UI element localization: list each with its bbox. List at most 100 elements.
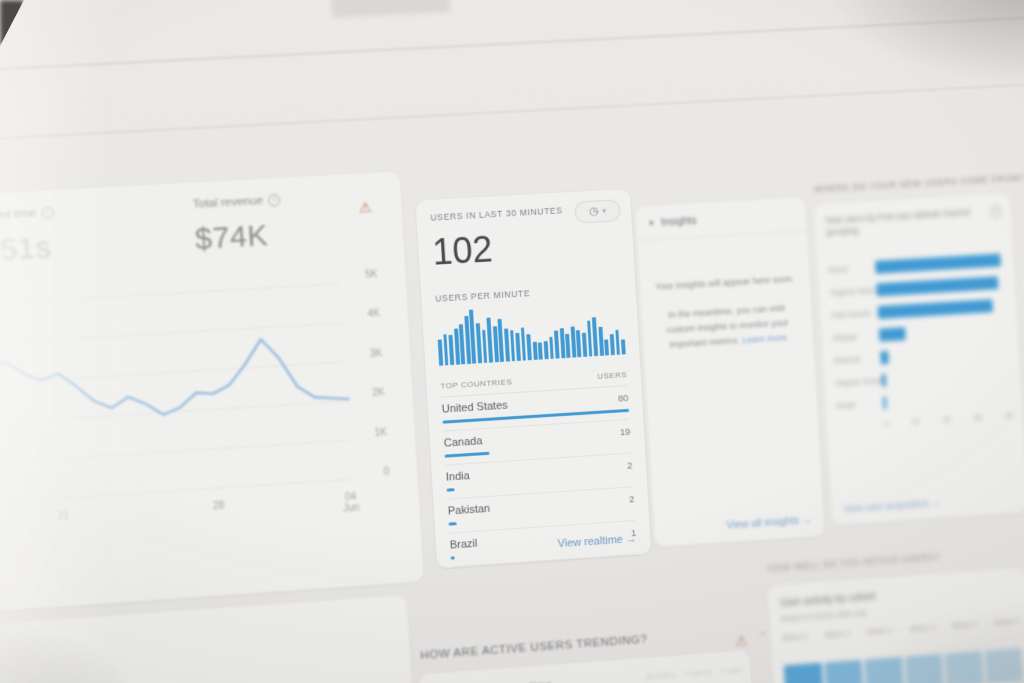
country-name: Brazil (449, 537, 478, 552)
minute-bar (532, 341, 538, 360)
country-trend-bar (446, 488, 455, 492)
device-selector[interactable]: ◷ ▾ (574, 199, 621, 224)
cohort-cell (824, 659, 864, 683)
channel-label: Referral (833, 354, 861, 366)
channel-label: Organic Social (835, 376, 883, 388)
channel-label: Organic Search (829, 285, 877, 298)
minute-bar (559, 327, 566, 359)
axis-tick-label: 3K (973, 414, 983, 423)
sparkle-icon: ✦ (647, 217, 656, 228)
view-all-insights-link[interactable]: View all insights → (726, 514, 812, 532)
realtime-card: USERS IN LAST 30 MINUTES ◷ ▾ 102 USERS P… (415, 188, 652, 569)
metric-value: 0m 51s (0, 230, 53, 270)
retention-card-title: User activity by cohort (779, 591, 876, 610)
arrow-right-icon: → (625, 532, 637, 546)
arrow-right-icon: → (931, 497, 941, 509)
minute-bar (526, 334, 532, 361)
warning-icon[interactable]: ⚠ (358, 198, 373, 216)
minute-bar (581, 333, 588, 357)
legend-item: 7 DAYS (685, 669, 713, 679)
acquisition-question: WHERE DO YOUR NEW USERS COME FROM? (814, 172, 1024, 195)
x-tick-label: 04 Jun (342, 491, 360, 515)
channel-bar-track (877, 298, 1008, 319)
minute-bar (621, 339, 626, 355)
link-label: View all insights (726, 514, 800, 532)
channel-label: Email (836, 400, 856, 411)
channel-bar (878, 327, 906, 342)
learn-more-link[interactable]: Learn more (741, 332, 788, 346)
country-name: Pakistan (447, 502, 491, 518)
cohort-row (783, 648, 1024, 683)
users-line-chart (0, 283, 353, 506)
minute-bar (548, 337, 554, 359)
view-user-acquisition-link[interactable]: View user acquisition → (843, 497, 941, 514)
search-bar-fragment[interactable] (330, 0, 451, 18)
y-tick-label: 3K (369, 347, 383, 360)
minute-bar (437, 339, 444, 366)
minute-bar (598, 326, 604, 356)
country-users: 2 (626, 460, 633, 472)
country-name: United States (441, 399, 509, 416)
users-last-30min-value: 102 (431, 228, 494, 273)
collapse-icon[interactable]: ⌃ (758, 631, 768, 643)
minute-bar (609, 334, 615, 356)
users-line-chart-svg (0, 283, 353, 506)
insights-title: Insights (660, 214, 697, 229)
cohort-column-header: WEEK 1 (824, 630, 851, 640)
country-users: 2 (628, 494, 635, 506)
channel-bar (877, 299, 994, 319)
channel-bar-track (878, 321, 1009, 342)
cohort-cell (984, 648, 1024, 683)
channel-bar-track (876, 276, 1006, 297)
minute-bar (509, 329, 516, 362)
minute-bar (497, 318, 505, 362)
country-row-line: India 2 (446, 459, 633, 483)
x-tick-label: 28 (212, 500, 225, 513)
insights-body: Your insights will appear here soon. In … (639, 271, 813, 354)
retention-question: HOW WELL DO YOU RETAIN USERS? (767, 551, 941, 574)
legend-item: 1 DAY (721, 667, 744, 677)
minute-bar (486, 317, 494, 363)
insights-card: ✦ Insights Your insights will appear her… (634, 196, 825, 548)
cohort-column-header: WEEK 5 (994, 618, 1020, 628)
minute-bar (515, 332, 521, 361)
y-tick-label: 2K (371, 387, 385, 400)
clock-icon: ◷ (588, 204, 599, 218)
y-tick-label: 0 (383, 466, 390, 478)
caret-down-icon: ▾ (602, 207, 607, 215)
channel-bar (876, 276, 999, 297)
trending-warning-icon[interactable]: ⚠ (734, 632, 748, 650)
help-icon[interactable]: ? (267, 193, 281, 207)
users-per-minute-title: USERS PER MINUTE (434, 288, 531, 304)
channel-label: Direct (828, 264, 849, 275)
minute-bar (543, 340, 549, 360)
metric-label: Total revenue (192, 194, 264, 211)
channel-bar (880, 350, 889, 365)
metric-engagement-time: engagement time ? 0m 51s (0, 206, 57, 271)
channel-label: Display (832, 332, 857, 343)
cohort-column-header: WEEK 0 (781, 634, 809, 643)
country-name: Canada (443, 435, 483, 450)
countries-column-header: TOP COUNTRIES (440, 377, 513, 391)
retention-card-subtitle: Based on device data only (780, 608, 867, 624)
channel-bars: Direct Organic Search Paid Search Display Re… (828, 248, 1013, 417)
channel-bar-track (874, 253, 1005, 274)
country-name: India (445, 470, 471, 484)
help-icon[interactable]: ? (41, 206, 55, 220)
acquisition-card-title: New users by First user default channel … (825, 207, 971, 238)
minute-bar (604, 339, 610, 356)
minute-bar (554, 330, 560, 359)
cohort-cell (944, 650, 984, 683)
arrow-right-icon: → (801, 514, 813, 527)
country-trend-bar (450, 556, 455, 560)
metric-label: engagement time (0, 207, 37, 225)
users-per-minute-chart (436, 301, 626, 366)
insights-header: ✦ Insights (634, 196, 808, 242)
x-axis: 21 28 04 Jun (0, 490, 376, 549)
y-tick-label: 4K (367, 308, 381, 321)
axis-tick-label: 2K (942, 416, 952, 425)
realtime-card-body: USERS IN LAST 30 MINUTES ◷ ▾ 102 USERS P… (415, 189, 651, 569)
cohort-columns: WEEK 0 WEEK 1 WEEK 2 WEEK 3 WEEK 4 WEEK 5 (782, 619, 1020, 643)
